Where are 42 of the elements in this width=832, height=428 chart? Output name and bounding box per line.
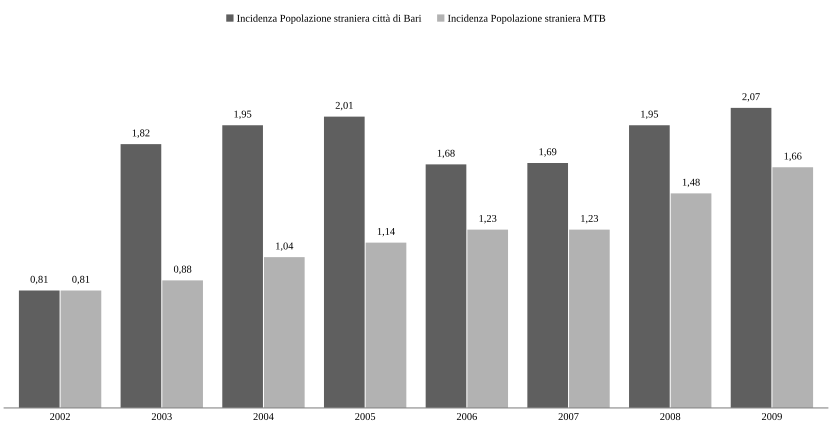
- bar: [120, 144, 162, 408]
- data-label: 1,23: [479, 214, 496, 224]
- bar: [426, 164, 466, 408]
- data-label: 2,01: [336, 102, 353, 110]
- x-tick-label: 2007: [558, 413, 579, 420]
- bar: [222, 125, 263, 408]
- x-tick-label: 2002: [50, 413, 70, 420]
- legend-label: Incidenza Popolazione straniera città di Bari: [237, 14, 422, 24]
- data-label: 0,88: [174, 266, 192, 274]
- x-tick-label: 2009: [762, 413, 782, 420]
- data-label: 1,14: [378, 228, 395, 236]
- x-tick-label: 2005: [355, 413, 376, 420]
- bar: [527, 162, 568, 408]
- x-tick-label: 2006: [456, 413, 477, 420]
- bar: [772, 167, 814, 408]
- data-label: 0,81: [30, 276, 48, 284]
- x-tick-label: 2004: [254, 413, 274, 420]
- data-label: 1,95: [641, 110, 658, 120]
- bar: [629, 125, 670, 408]
- bar: [467, 230, 508, 408]
- x-tick-label: 2003: [152, 413, 172, 420]
- data-label: 1,48: [682, 178, 700, 188]
- bar: [366, 242, 406, 408]
- data-label: 1,82: [132, 129, 150, 138]
- bar: [324, 116, 365, 408]
- data-label: 1,23: [581, 214, 598, 224]
- bar: [569, 230, 610, 408]
- x-tick-label: 2008: [660, 413, 680, 420]
- data-label: 1,69: [539, 148, 556, 157]
- bar: [60, 290, 102, 408]
- data-label: 0,81: [72, 276, 90, 284]
- bar: [670, 193, 712, 408]
- data-label: 2,07: [742, 93, 760, 102]
- data-label: 1,66: [784, 152, 802, 162]
- bar: [162, 280, 203, 408]
- bar: [264, 257, 305, 408]
- bar: [18, 290, 60, 408]
- data-label: 1,95: [234, 110, 252, 120]
- data-label: 1,68: [438, 150, 455, 158]
- legend-label: Incidenza Popolazione straniera MTB: [448, 14, 606, 24]
- bar: [730, 108, 772, 408]
- data-label: 1,04: [276, 242, 294, 251]
